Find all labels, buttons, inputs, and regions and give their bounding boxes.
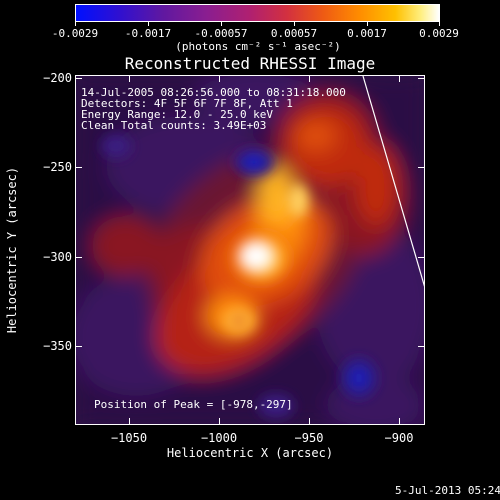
y-tick-mark (418, 257, 424, 258)
y-tick-mark (418, 346, 424, 347)
info-line-detectors: Detectors: 4F 5F 6F 7F 8F, Att 1 (81, 97, 293, 110)
colorbar-tick-mark (439, 22, 440, 26)
x-tick-label: −1000 (200, 431, 238, 445)
x-tick-mark (129, 76, 130, 82)
y-tick-mark (418, 167, 424, 168)
colorbar-tick-label: -0.0029 (51, 27, 99, 40)
y-tick-label: −200 (43, 71, 72, 85)
y-tick-label: −250 (43, 160, 72, 174)
x-tick-mark (219, 76, 220, 82)
y-tick-mark (76, 167, 82, 168)
colorbar (75, 4, 440, 22)
x-axis-label: Heliocentric X (arcsec) (166, 446, 334, 460)
colorbar-tick-mark (294, 22, 295, 26)
x-tick-mark (399, 418, 400, 424)
colorbar-tick-label: 0.0017 (347, 27, 387, 40)
peak-position-label: Position of Peak = [-978,-297] (94, 398, 293, 411)
footer-date: 5-Jul-2013 05:24 (395, 484, 500, 497)
info-line-time: 14-Jul-2005 08:26:56.000 to 08:31:18.000 (81, 86, 346, 99)
colorbar-tick-label: 0.0029 (419, 27, 459, 40)
x-tick-mark (309, 76, 310, 82)
y-tick-mark (76, 78, 82, 79)
colorbar-tick-label: -0.00057 (194, 27, 248, 40)
x-tick-label: −900 (384, 431, 414, 445)
limb-line (362, 76, 424, 287)
y-tick-mark (418, 78, 424, 79)
rhessi-image: 14-Jul-2005 08:26:56.000 to 08:31:18.000… (75, 75, 425, 425)
x-tick-label: −1050 (110, 431, 148, 445)
y-tick-label: −300 (43, 250, 72, 264)
info-line-energy: Energy Range: 12.0 - 25.0 keV (81, 108, 274, 121)
x-tick-mark (309, 418, 310, 424)
info-line-counts: Clean Total counts: 3.49E+03 (81, 119, 267, 132)
x-tick-mark (219, 418, 220, 424)
y-axis-label: Heliocentric Y (arcsec) (5, 166, 19, 334)
y-tick-mark (76, 257, 82, 258)
colorbar-units: (photons cm⁻² s⁻¹ asec⁻²) (175, 40, 341, 53)
y-tick-mark (76, 346, 82, 347)
colorbar-tick-label: -0.0017 (124, 27, 172, 40)
colorbar-tick-mark (75, 22, 76, 26)
emission-map (76, 76, 424, 424)
x-tick-label: −950 (294, 431, 324, 445)
y-tick-label: −350 (43, 339, 72, 353)
colorbar-tick-mark (148, 22, 149, 26)
x-tick-mark (129, 418, 130, 424)
colorbar-tick-label: 0.00057 (270, 27, 318, 40)
colorbar-tick-mark (221, 22, 222, 26)
x-tick-mark (399, 76, 400, 82)
image-title: Reconstructed RHESSI Image (124, 54, 376, 73)
colorbar-tick-mark (367, 22, 368, 26)
